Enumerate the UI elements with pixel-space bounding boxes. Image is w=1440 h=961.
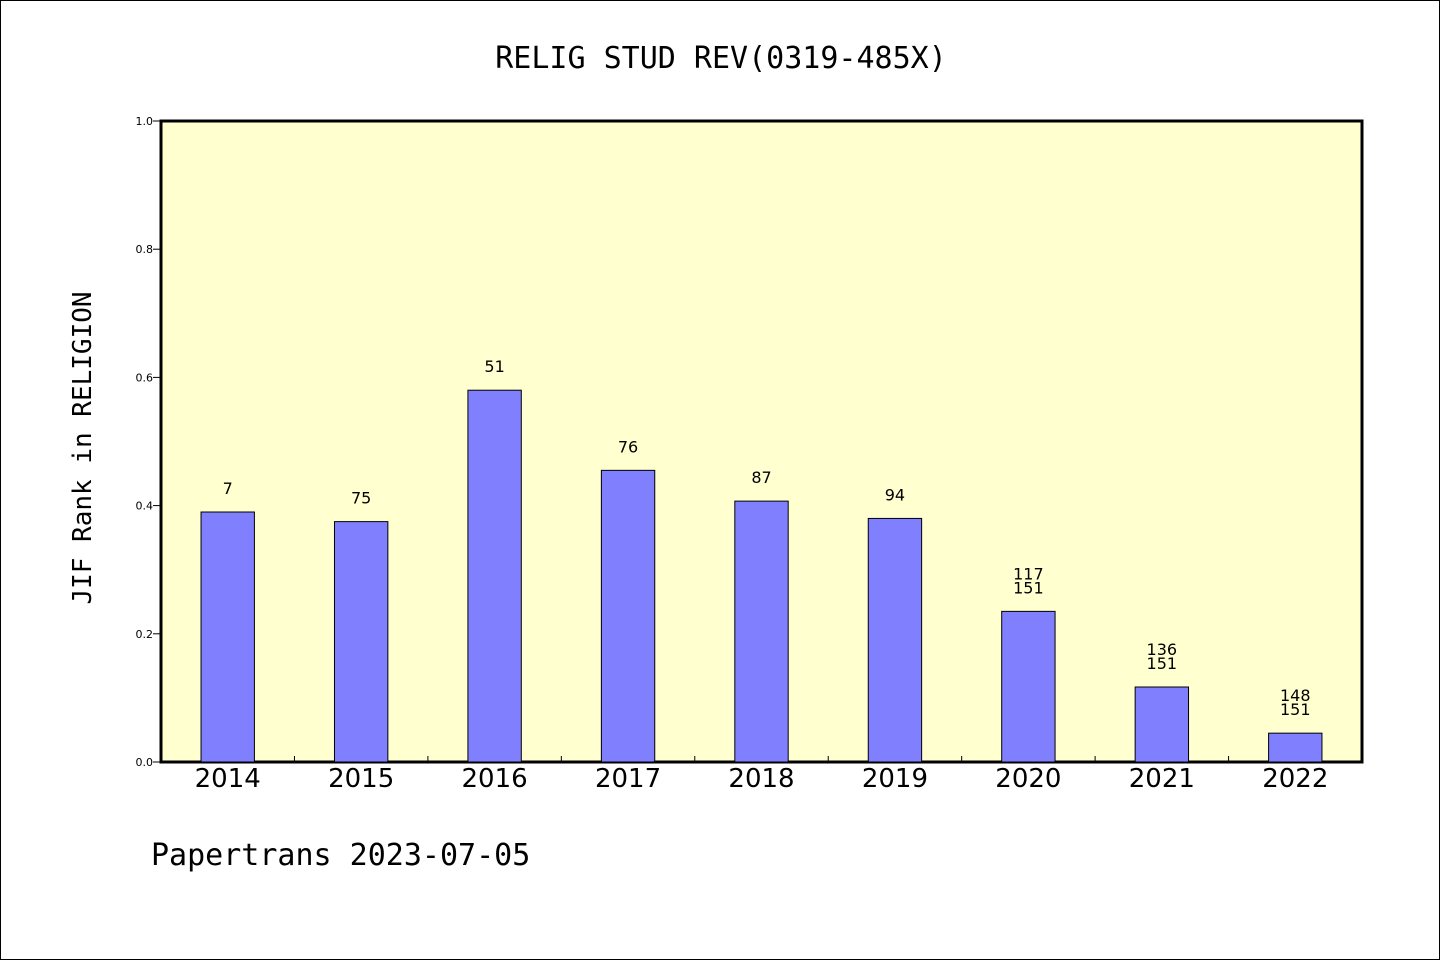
y-tick-label: 0.8: [136, 243, 154, 256]
bar-series: [200, 389, 1323, 763]
x-tick-label: 2021: [1129, 764, 1195, 794]
bar: [200, 511, 255, 763]
x-axis: 2014 2015 2016 2017 2018 2019 2020 2021 2022: [195, 756, 1328, 794]
bar: [1134, 686, 1190, 763]
y-tick-label: 0.6: [136, 371, 154, 384]
bar: [867, 517, 923, 763]
x-tick-label: 2022: [1262, 764, 1328, 794]
bar-data-label: 151: [1013, 578, 1044, 597]
bar-data-label: 75: [351, 489, 371, 508]
footer-text: Papertrans 2023-07-05: [151, 838, 530, 873]
y-tick-label: 1.0: [136, 115, 154, 128]
bar: [333, 521, 389, 763]
x-tick-label: 2014: [195, 764, 261, 794]
bar-data-label: 151: [1147, 654, 1178, 673]
bar: [600, 469, 656, 763]
bar-data-label: 87: [751, 468, 771, 487]
y-tick-label: 0.0: [136, 756, 154, 769]
y-axis: 0.0 0.2 0.4 0.6 0.8 1.0: [136, 115, 161, 769]
chart-title: RELIG STUD REV(0319-485X): [495, 41, 947, 76]
bar: [1268, 732, 1323, 763]
bar-data-label: 76: [618, 437, 638, 456]
y-tick-label: 0.2: [136, 628, 154, 641]
bar: [734, 500, 789, 763]
bar-data-label: 117: [1013, 564, 1044, 583]
x-tick-label: 2015: [328, 764, 394, 794]
bar: [467, 389, 522, 763]
y-tick-label: 0.4: [136, 500, 154, 513]
x-tick-label: 2020: [995, 764, 1061, 794]
bar-data-label: 51: [484, 357, 504, 376]
bar-data-label: 148: [1280, 686, 1311, 705]
bar-data-label: 94: [885, 485, 905, 504]
x-tick-label: 2019: [862, 764, 928, 794]
bar-data-label: 7: [223, 479, 233, 498]
x-tick-label: 2017: [595, 764, 661, 794]
bar: [1001, 610, 1056, 763]
x-tick-label: 2018: [728, 764, 794, 794]
y-axis-label: JIF Rank in RELIGION: [68, 291, 98, 604]
bar-data-label: 151: [1280, 700, 1311, 719]
bar-data-label: 136: [1147, 640, 1178, 659]
x-tick-label: 2016: [462, 764, 528, 794]
